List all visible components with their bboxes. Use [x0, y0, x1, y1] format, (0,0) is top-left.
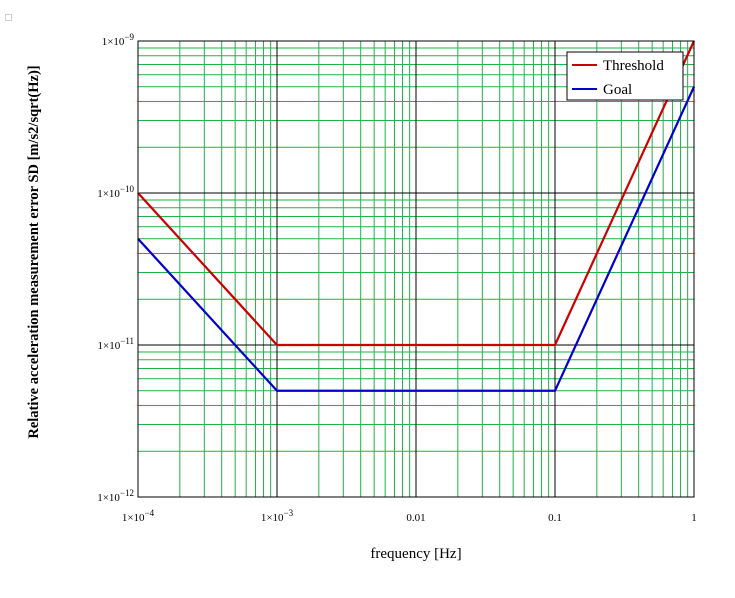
x-tick-label: 0.1 [548, 512, 562, 524]
y-tick-label: 1×10−11 [98, 336, 134, 352]
y-axis-label: Relative acceleration measurement error … [26, 65, 42, 438]
y-tick-label: 1×10−10 [97, 184, 134, 200]
y-tick-label-base: 1×10 [97, 492, 120, 504]
series-line-threshold [137, 40, 696, 347]
legend-label-goal: Goal [603, 82, 632, 98]
legend-label-threshold: Threshold [603, 58, 664, 74]
x-tick-label-base: 1 [691, 512, 697, 524]
x-tick-label-base: 1×10 [261, 512, 284, 524]
y-tick-label: 1×10−9 [102, 32, 135, 48]
x-tick-label-exponent: −3 [284, 508, 294, 518]
y-tick-label-exponent: −12 [120, 488, 134, 498]
y-tick-label-exponent: −10 [120, 184, 135, 194]
x-tick-label: 1 [691, 512, 697, 524]
x-tick-label: 0.01 [406, 512, 425, 524]
y-tick-label-exponent: −9 [124, 32, 134, 42]
series-line-goal [137, 86, 696, 392]
legend-box [566, 51, 684, 101]
corner-marker [5, 14, 12, 21]
y-tick-label: 1×10−12 [97, 488, 134, 504]
legend: Threshold Goal [566, 51, 684, 101]
x-axis-label: frequency [Hz] [370, 546, 461, 562]
y-tick-labels: 1×10−121×10−111×10−101×10−9 [97, 32, 134, 504]
y-tick-label-base: 1×10 [98, 340, 121, 352]
x-tick-label-base: 0.1 [548, 512, 562, 524]
x-tick-label-base: 0.01 [406, 512, 425, 524]
x-tick-label: 1×10−4 [122, 508, 155, 524]
x-tick-label-exponent: −4 [145, 508, 155, 518]
series-layer [137, 40, 696, 392]
x-tick-labels: 1×10−4 1×10−3 0.01 0.1 1 [122, 508, 697, 524]
plot-frame [137, 40, 695, 498]
y-tick-label-base: 1×10 [97, 188, 120, 200]
x-tick-label: 1×10−3 [261, 508, 294, 524]
y-tick-label-exponent: −11 [120, 336, 134, 346]
y-tick-label-base: 1×10 [102, 36, 125, 48]
x-tick-label-base: 1×10 [122, 512, 145, 524]
